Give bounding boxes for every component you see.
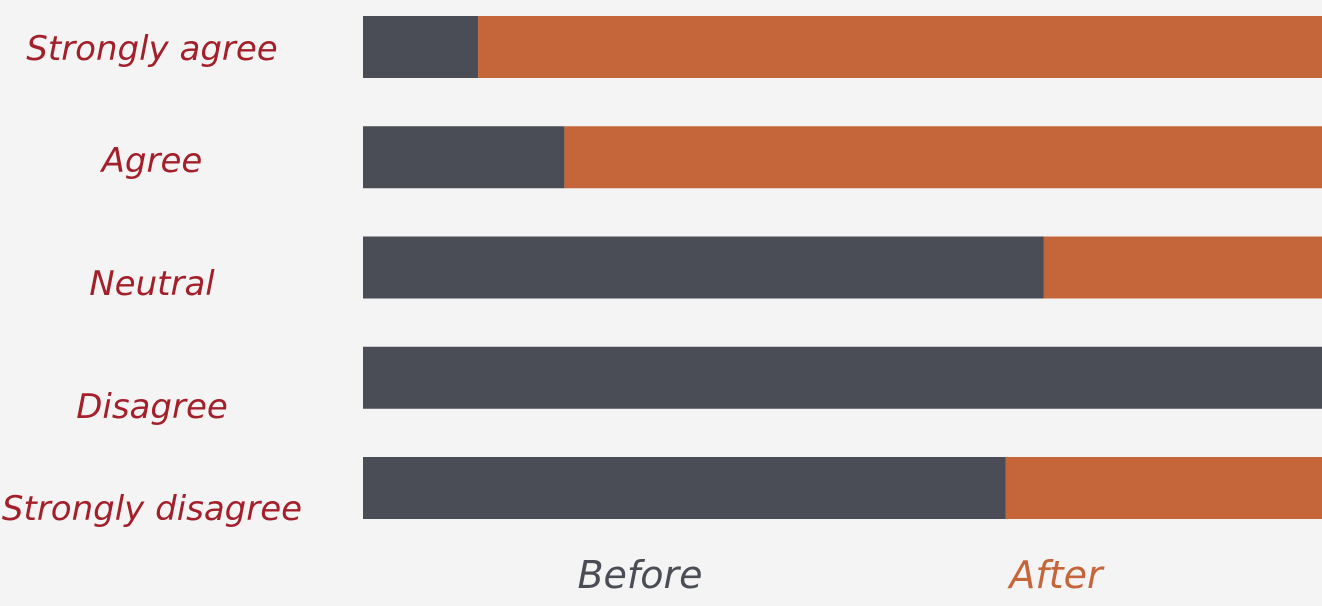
bar-strongly-disagree-after — [1005, 457, 1322, 519]
category-label-strongly-disagree: Strongly disagree — [2, 489, 302, 529]
category-label-agree: Agree — [100, 141, 203, 181]
category-labels: Strongly agree Agree Neutral Disagree Strong… — [2, 29, 302, 529]
bar-disagree-before — [363, 346, 1322, 409]
bar-strongly-agree-before — [363, 16, 479, 78]
legend-label-after: After — [1006, 553, 1105, 597]
bar-strongly-disagree-before — [363, 457, 1006, 519]
bar-agree-before — [363, 126, 565, 189]
bars — [363, 16, 1322, 519]
legend-label-before: Before — [577, 553, 702, 597]
category-label-strongly-agree: Strongly agree — [26, 29, 277, 69]
bar-neutral-before — [363, 236, 1044, 299]
legend: Before After — [577, 553, 1105, 597]
bar-strongly-agree-after — [478, 16, 1322, 78]
bar-neutral-after — [1043, 236, 1322, 299]
category-label-disagree: Disagree — [76, 387, 228, 427]
bar-agree-after — [564, 126, 1322, 189]
category-label-neutral: Neutral — [89, 264, 215, 304]
